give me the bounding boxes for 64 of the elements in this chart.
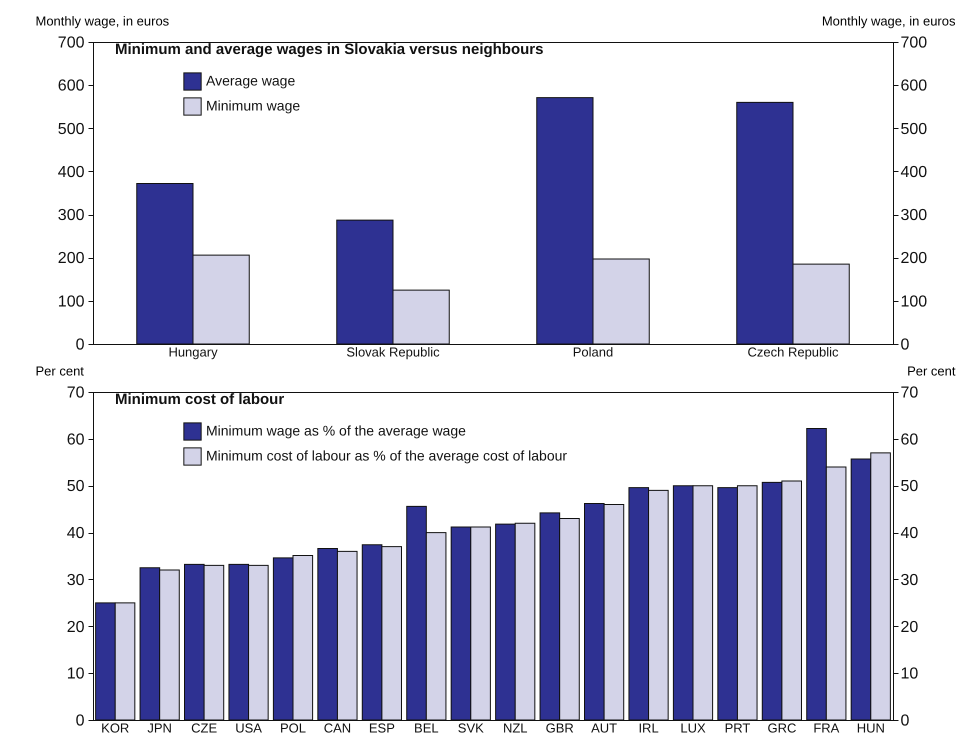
x-tick-label: Hungary — [168, 344, 218, 360]
x-tick-label: Czech Republic — [747, 344, 840, 360]
y-tick-label: 700 — [58, 34, 85, 52]
y2-tick-label: 40 — [900, 525, 918, 542]
y-tick-label: 0 — [76, 712, 85, 730]
y-tick-label: 10 — [66, 666, 85, 683]
y2-tick-label: 700 — [900, 34, 928, 52]
x-tick-label: Poland — [572, 344, 614, 360]
y-tick-label: 400 — [58, 164, 85, 181]
x-tick-label: NZL — [502, 720, 528, 736]
x-tick-label: LUX — [680, 720, 706, 736]
y-tick-label: 300 — [58, 207, 85, 224]
x-tick-label: USA — [235, 720, 262, 736]
y2-tick-label: 0 — [900, 712, 910, 730]
y2-tick-label: 50 — [900, 478, 918, 496]
chart-title: Minimum cost of labour — [115, 391, 284, 408]
y-tick-label: 70 — [66, 384, 85, 402]
x-tick-label: CAN — [324, 720, 352, 736]
y-axis-title: Per cent — [36, 364, 84, 378]
x-tick-label: CZE — [191, 720, 218, 736]
y-tick-label: 30 — [66, 572, 85, 589]
x-tick-label: JPN — [147, 720, 172, 736]
y-tick-label: 600 — [58, 78, 85, 95]
y2-tick-label: 300 — [900, 207, 928, 224]
x-tick-label: Slovak Republic — [346, 344, 440, 360]
y2-tick-label: 400 — [900, 164, 928, 181]
y-tick-label: 500 — [58, 120, 85, 138]
y2-tick-label: 200 — [900, 250, 928, 268]
y2-tick-label: 70 — [900, 384, 918, 402]
y2-axis-title: Monthly wage, in euros — [822, 14, 956, 28]
x-tick-label: HUN — [856, 720, 885, 736]
x-tick-label: GBR — [546, 720, 574, 736]
y2-tick-label: 30 — [900, 572, 918, 589]
y2-tick-label: 10 — [900, 666, 918, 683]
x-tick-label: AUT — [591, 720, 618, 736]
y-tick-label: 60 — [66, 431, 85, 448]
x-tick-label: ESP — [368, 720, 395, 736]
legend-label: Minimum wage as % of the average wage — [206, 422, 466, 438]
legend-label: Minimum cost of labour as % of the average cost of labour — [206, 448, 568, 464]
y2-tick-label: 500 — [900, 120, 928, 138]
y2-tick-label: 60 — [900, 431, 918, 448]
x-tick-label: PRT — [724, 720, 750, 736]
x-tick-label: FRA — [813, 720, 840, 736]
y-tick-label: 40 — [66, 525, 85, 542]
y2-tick-label: 600 — [900, 78, 928, 95]
x-tick-label: BEL — [414, 720, 439, 736]
y-tick-label: 0 — [76, 336, 85, 354]
legend-label: Average wage — [206, 72, 296, 88]
legend-label: Minimum wage — [206, 98, 300, 114]
x-tick-label: SVK — [458, 720, 484, 736]
x-tick-label: POL — [280, 720, 306, 736]
x-tick-label: KOR — [101, 720, 130, 736]
y2-tick-label: 20 — [900, 618, 918, 636]
chart-title: Minimum and average wages in Slovakia versus neighbours — [115, 41, 544, 58]
y-tick-label: 100 — [58, 293, 85, 310]
y2-axis-title: Per cent — [907, 364, 956, 378]
y-tick-label: 20 — [66, 618, 85, 636]
y-tick-label: 50 — [66, 478, 85, 496]
y2-tick-label: 100 — [900, 293, 928, 310]
x-tick-label: GRC — [767, 720, 796, 736]
y-tick-label: 200 — [58, 250, 85, 268]
y-axis-title: Monthly wage, in euros — [36, 14, 170, 28]
y2-tick-label: 0 — [900, 336, 910, 354]
x-tick-label: IRL — [638, 720, 659, 736]
